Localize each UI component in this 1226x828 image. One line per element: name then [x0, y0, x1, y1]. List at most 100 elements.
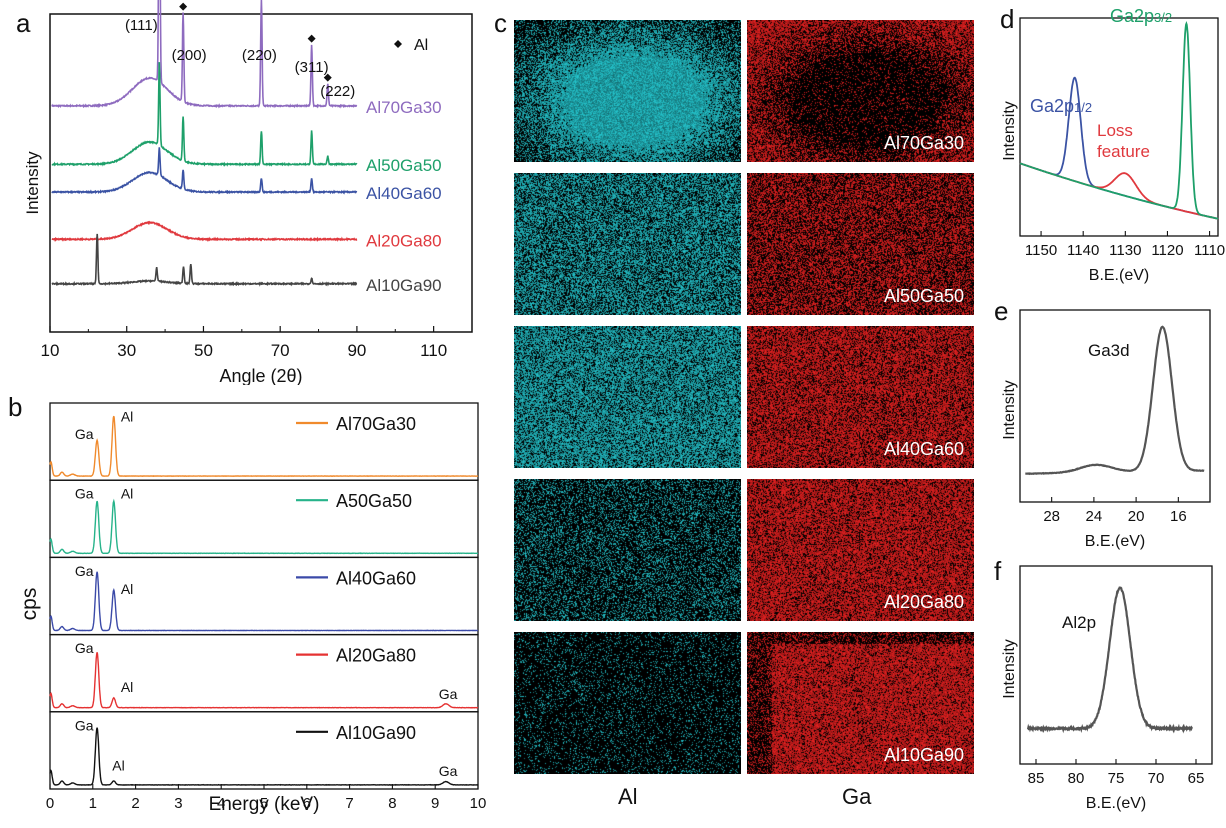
- xps-frame: [1019, 309, 1211, 503]
- eds-x-axis-label: Energy (keV): [209, 794, 320, 815]
- xps-background-line: [1019, 162, 1218, 220]
- eds-peak-label: Ga: [75, 717, 94, 733]
- ga-map-tile: Al70Ga30: [747, 20, 974, 162]
- eds-peak-label: Ga: [75, 486, 94, 502]
- eds-series-line: [49, 415, 479, 478]
- al-map-tile: [514, 632, 741, 774]
- xrd-series-label: Al50Ga50: [366, 156, 442, 175]
- ga-map-tile: Al20Ga80: [747, 479, 974, 621]
- ga-map-tile: Al40Ga60: [747, 326, 974, 468]
- xrd-peak-label: (111): [125, 17, 158, 34]
- ga-map-tile: Al50Ga50: [747, 173, 974, 315]
- xps-x-tick-label: 70: [1148, 770, 1165, 787]
- xps-annotation: Ga2p3/2: [1110, 6, 1172, 26]
- eds-y-axis-label: cps: [18, 588, 41, 621]
- xps-x-tick-label: 1120: [1151, 242, 1183, 259]
- xrd-peak-label: (311): [295, 59, 329, 76]
- xrd-series-line: [51, 220, 358, 242]
- eds-legend-label: A50Ga50: [336, 491, 412, 511]
- eds-subplot-frame: [49, 479, 479, 559]
- xrd-x-tick-label: 70: [271, 341, 290, 360]
- map-sample-label: Al40Ga60: [883, 439, 964, 459]
- xps-x-tick-label: 24: [1086, 508, 1103, 525]
- map-sample-label: Al10Ga90: [883, 745, 964, 765]
- xrd-series-label: Al10Ga90: [366, 276, 442, 295]
- eds-x-tick-label: 7: [345, 795, 353, 812]
- xrd-x-tick-label: 90: [347, 341, 366, 360]
- xrd-series-line: [51, 0, 358, 109]
- panel-a-label: a: [16, 8, 31, 38]
- xps-y-axis-label: Intensity: [1001, 101, 1018, 161]
- xps-annotation: Ga2p1/2: [1030, 96, 1092, 116]
- xps-annotation: Al2p: [1062, 613, 1096, 632]
- xrd-peak-label: (220): [242, 47, 277, 64]
- eds-series-line: [49, 498, 479, 555]
- xps-x-tick-label: 20: [1128, 508, 1145, 525]
- panel-b-label: b: [8, 392, 23, 422]
- map-pixels: [747, 173, 974, 315]
- xps-x-tick-label: 65: [1188, 770, 1205, 787]
- xrd-x-tick-label: 50: [194, 341, 213, 360]
- eds-x-tick-label: 4: [217, 795, 225, 812]
- xrd-x-tick-label: 30: [117, 341, 136, 360]
- eds-peak-label: Ga: [75, 563, 94, 579]
- al-map-tile: [514, 479, 741, 621]
- xps-x-axis-label: B.E.(eV): [1089, 267, 1149, 284]
- panel-e-label: e: [994, 296, 1009, 326]
- xrd-chart: 10 30 50 70 90 110 Angle (2θ) Intensity Al70Ga30…: [23, 0, 473, 385]
- map-pixels: [747, 326, 974, 468]
- eds-legend-label: Al10Ga90: [336, 723, 416, 743]
- eds-legend-label: Al70Ga30: [336, 414, 416, 434]
- xps-x-tick-label: 16: [1170, 508, 1187, 525]
- eds-x-tick-label: 3: [174, 795, 182, 812]
- xrd-al-marker: [394, 40, 402, 48]
- eds-peak-label: Ga: [439, 763, 458, 779]
- xrd-legend-label: Al: [414, 37, 428, 54]
- map-pixels: [514, 173, 741, 315]
- map-column-label-ga: Ga: [842, 784, 872, 809]
- xps-x-tick-label: 85: [1028, 770, 1045, 787]
- eds-peak-label: Al: [121, 581, 133, 597]
- map-pixels: [514, 326, 741, 468]
- xps-peak-line: [1019, 162, 1219, 220]
- xps-x-tick-label: 1110: [1194, 242, 1225, 259]
- xps-x-tick-label: 1140: [1067, 242, 1099, 259]
- map-sample-label: Al50Ga50: [883, 286, 964, 306]
- xrd-al-marker: [323, 73, 332, 82]
- panel-d-label: d: [1000, 4, 1015, 34]
- al-map-tile: [514, 20, 741, 162]
- al-map-tile: [514, 173, 741, 315]
- xps-x-tick-label: 1130: [1109, 242, 1141, 259]
- eds-x-tick-label: 5: [260, 795, 268, 812]
- xps-peak-line: [1025, 325, 1205, 476]
- map-sample-label: Al20Ga80: [883, 592, 964, 612]
- panel-f-label: f: [994, 556, 1002, 586]
- map-pixels: [747, 20, 974, 162]
- map-pixels: [514, 20, 741, 162]
- eds-x-tick-label: 1: [89, 795, 97, 812]
- xrd-al-marker: [307, 34, 316, 43]
- xps-annotation: feature: [1097, 142, 1150, 161]
- eds-legend-label: Al40Ga60: [336, 568, 416, 588]
- xps-peak-line: [1019, 20, 1219, 220]
- eds-x-tick-label: 10: [470, 795, 487, 812]
- xrd-al-marker: [179, 2, 188, 11]
- map-pixels: [747, 479, 974, 621]
- map-pixels: [514, 632, 741, 774]
- xrd-series-line: [51, 147, 358, 195]
- eds-series-line: [49, 652, 479, 709]
- xrd-peak-label: (200): [172, 47, 207, 64]
- xps-ga2p-chart: 1150 1140 1130 1120 1110 B.E.(eV) Intensity Ga2…: [1001, 6, 1225, 284]
- xrd-x-tick-label: 10: [41, 341, 60, 360]
- panel-c-label: c: [494, 8, 507, 38]
- xrd-y-axis-label: Intensity: [23, 151, 42, 215]
- eds-peak-label: Al: [121, 679, 133, 695]
- eds-peak-label: Al: [112, 758, 124, 774]
- eds-peak-label: Ga: [75, 640, 94, 656]
- xps-ga3d-chart: 28 24 20 16 B.E.(eV) Intensity Ga3d: [1001, 309, 1211, 550]
- xrd-series-label: Al40Ga60: [366, 184, 442, 203]
- eds-peak-label: Ga: [75, 426, 94, 442]
- eds-x-tick-label: 6: [303, 795, 311, 812]
- xps-annotation-sub: 1/2: [1074, 100, 1092, 115]
